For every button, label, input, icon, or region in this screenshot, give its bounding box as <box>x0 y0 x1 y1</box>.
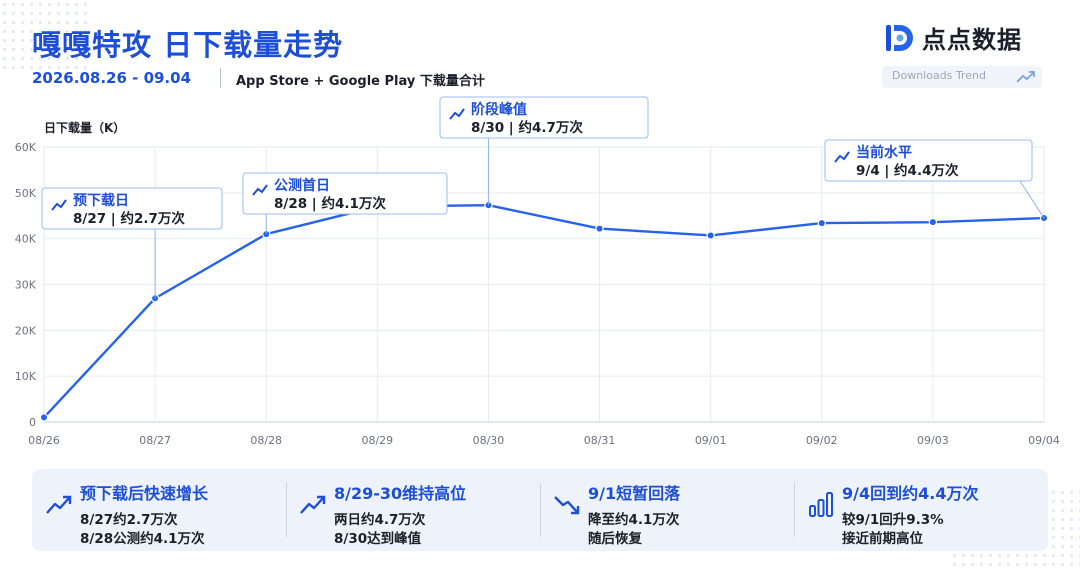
divider <box>286 483 287 537</box>
annotation-text: 8/30 | 约4.7万次 <box>471 119 583 136</box>
x-tick-label: 09/03 <box>917 434 949 447</box>
insight-line: 8/30达到峰值 <box>334 531 422 547</box>
insight-line: 随后恢复 <box>588 531 642 547</box>
insight-card: 9/1短暂回落 降至约4.1万次 随后恢复 <box>540 469 794 551</box>
trend-up-icon <box>252 184 268 196</box>
decorative-dots <box>0 0 90 70</box>
insight-title: 8/29-30维持高位 <box>334 484 467 503</box>
line-chart: 0 10K 20K 30K 40K 50K 60K 08/26 08/27 08/28 08/29 0… <box>15 96 1060 447</box>
annotation-box <box>824 139 1033 182</box>
brand-logo: 点点数据 <box>884 20 1022 55</box>
y-tick-label: 20K <box>15 324 37 337</box>
annotation-title: 阶段峰值 <box>471 101 527 118</box>
trend-up-icon <box>51 199 67 211</box>
y-tick-label: 60K <box>15 141 37 154</box>
divider <box>220 68 221 88</box>
x-tick-label: 08/27 <box>139 434 171 447</box>
annotation-text: 8/28 | 约4.1万次 <box>274 195 386 212</box>
insight-line: 8/28公测约4.1万次 <box>80 531 205 547</box>
insight-line: 降至约4.1万次 <box>588 512 680 528</box>
date-range: 2026.08.26 - 09.04 <box>32 69 192 87</box>
y-tick-label: 10K <box>15 370 37 383</box>
divider <box>794 483 795 537</box>
insight-card: 9/4回到约4.4万次 较9/1回升9.3% 接近前期高位 <box>794 469 1048 551</box>
bar-chart-icon <box>809 492 833 517</box>
trend-up-icon <box>300 495 326 514</box>
annotation-title: 公测首日 <box>274 177 330 194</box>
data-point <box>817 218 826 228</box>
divider <box>540 483 541 537</box>
insight-line: 8/27约2.7万次 <box>80 512 178 528</box>
insight-line: 较9/1回升9.3% <box>842 512 944 528</box>
trend-badge-label: Downloads Trend <box>892 69 987 82</box>
insight-card: 8/29-30维持高位 两日约4.7万次 8/30达到峰值 <box>286 469 540 551</box>
annotation-title: 预下载日 <box>73 192 129 209</box>
trend-badge: Downloads Trend <box>882 66 1042 88</box>
insight-title: 9/4回到约4.4万次 <box>842 484 979 503</box>
series-line <box>43 204 1045 419</box>
annotation-box <box>439 96 649 139</box>
y-axis-label: 日下载量（K） <box>44 121 126 135</box>
data-point <box>706 231 715 240</box>
trend-up-icon <box>46 495 72 514</box>
annotation-text: 9/4 | 约4.4万次 <box>856 162 959 179</box>
x-tick-label: 08/30 <box>473 434 505 447</box>
annotation-leader <box>1019 180 1045 219</box>
trend-up-icon <box>449 108 465 120</box>
annotation-box <box>242 172 448 215</box>
x-tick-label: 09/01 <box>695 434 727 447</box>
brand-mark-icon <box>886 24 913 51</box>
x-tick-label: 09/04 <box>1028 434 1060 447</box>
data-point <box>39 413 49 422</box>
brand-name: 点点数据 <box>922 26 1022 54</box>
y-tick-label: 50K <box>15 187 37 200</box>
trend-up-icon <box>834 151 850 163</box>
x-tick-label: 08/29 <box>361 434 393 447</box>
annotation-text: 8/27 | 约2.7万次 <box>73 210 185 227</box>
subtitle: App Store + Google Play 下载量合计 <box>236 74 485 89</box>
data-point <box>928 217 938 227</box>
x-tick-label: 08/28 <box>250 434 282 447</box>
insight-line: 接近前期高位 <box>842 531 923 547</box>
y-tick-label: 0 <box>29 416 36 429</box>
x-tick-label: 09/02 <box>806 434 838 447</box>
x-tick-label: 08/31 <box>584 434 616 447</box>
data-point <box>595 224 604 233</box>
page-title: 嘎嘎特攻 日下载量走势 <box>32 28 344 62</box>
insights-panel: 预下载后快速增长 8/27约2.7万次 8/28公测约4.1万次 8/29-30… <box>32 469 1048 551</box>
y-tick-label: 40K <box>15 233 37 246</box>
insight-card: 预下载后快速增长 8/27约2.7万次 8/28公测约4.1万次 <box>32 469 286 551</box>
annotation-box <box>41 187 223 230</box>
x-tick-label: 08/26 <box>28 434 60 447</box>
y-tick-label: 30K <box>15 279 37 292</box>
trend-down-icon <box>554 496 580 515</box>
trend-up-icon <box>1016 71 1035 83</box>
insight-title: 预下载后快速增长 <box>80 484 209 503</box>
annotation-title: 当前水平 <box>856 144 912 161</box>
insight-line: 两日约4.7万次 <box>334 512 426 528</box>
insight-title: 9/1短暂回落 <box>588 484 681 503</box>
